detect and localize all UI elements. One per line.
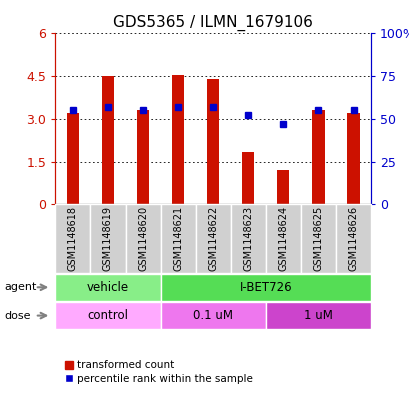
Bar (137, 110, 149, 204)
Text: GSM1148624: GSM1148624 (278, 206, 288, 271)
Text: I-BET726: I-BET726 (239, 281, 292, 294)
Bar (160, 274, 370, 301)
Bar (171, 75, 184, 204)
Title: GDS5365 / ILMN_1679106: GDS5365 / ILMN_1679106 (113, 15, 312, 31)
Text: GSM1148618: GSM1148618 (68, 206, 78, 271)
Text: 0.1 uM: 0.1 uM (193, 309, 233, 322)
Bar (335, 204, 370, 273)
Bar (230, 204, 265, 273)
Bar (346, 113, 359, 204)
Text: GSM1148620: GSM1148620 (138, 206, 148, 271)
Bar (265, 302, 370, 329)
Bar (276, 170, 289, 204)
Bar (55, 274, 160, 301)
Bar (55, 204, 90, 273)
Bar (55, 302, 160, 329)
Bar (90, 204, 125, 273)
Bar (195, 204, 230, 273)
Text: agent: agent (4, 282, 36, 292)
Text: GSM1148621: GSM1148621 (173, 206, 183, 271)
Text: control: control (87, 309, 128, 322)
Bar (312, 110, 324, 204)
Bar (160, 302, 265, 329)
Text: GSM1148626: GSM1148626 (348, 206, 357, 271)
Bar (125, 204, 160, 273)
Text: GSM1148625: GSM1148625 (312, 206, 323, 272)
Text: GSM1148622: GSM1148622 (208, 206, 218, 272)
Bar (242, 152, 254, 204)
Text: GSM1148623: GSM1148623 (243, 206, 253, 271)
Text: 1 uM: 1 uM (303, 309, 332, 322)
Legend: transformed count, percentile rank within the sample: transformed count, percentile rank withi… (61, 356, 256, 388)
Bar (101, 76, 114, 204)
Bar (67, 113, 79, 204)
Bar (160, 204, 195, 273)
Bar (265, 204, 300, 273)
Bar (300, 204, 335, 273)
Text: GSM1148619: GSM1148619 (103, 206, 113, 271)
Bar (207, 79, 219, 204)
Text: dose: dose (4, 310, 31, 321)
Text: vehicle: vehicle (87, 281, 129, 294)
